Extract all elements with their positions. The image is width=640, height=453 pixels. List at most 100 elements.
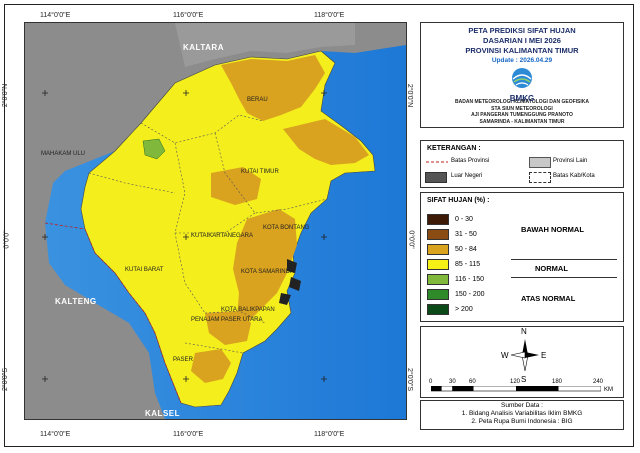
other-province-swatch [529, 157, 551, 168]
scale-tick-120: 120 [510, 379, 521, 385]
zone-penajam-below-normal [205, 311, 251, 345]
class-swatch-2 [427, 228, 449, 240]
class-swatch-7 [427, 303, 449, 315]
scale-unit: KM [604, 387, 613, 393]
lat-label-right-1: 2°0'0"N [406, 83, 414, 108]
legend-provinsi-lain: Provinsi Lain [553, 158, 588, 164]
scale-tick-60: 60 [469, 379, 476, 385]
category-divider-2 [511, 277, 617, 278]
class-label-2: 31 - 50 [455, 230, 477, 238]
lat-label-right-2: 0°0'0" [407, 230, 415, 249]
scale-tick-240: 240 [593, 379, 604, 385]
scale-tick-180: 180 [552, 379, 563, 385]
delta-islands [279, 259, 301, 305]
district-boundaries [88, 114, 328, 354]
south-label: S [521, 375, 527, 384]
source-line-1: 1. Bidang Analisis Variabilitas Iklim BM… [461, 410, 583, 417]
province-boundary-symbol [426, 161, 448, 163]
sifat-hujan-panel: SIFAT HUJAN (%) : 0 - 30 31 - 50 50 - 84… [420, 192, 624, 322]
district-boundary-swatch [529, 172, 551, 183]
category-divider-1 [511, 259, 617, 260]
class-row-2: 31 - 50 [427, 228, 477, 240]
bmkg-logo: BMKG [505, 67, 539, 103]
source-panel: Sumber Data : 1. Bidang Analisis Variabi… [420, 400, 624, 430]
scale-bar [431, 386, 601, 392]
class-swatch-4 [427, 258, 449, 270]
lon-label-top-2: 116°0'0"E [173, 12, 204, 19]
class-label-3: 50 - 84 [455, 245, 477, 253]
title-line-1: PETA PREDIKSI SIFAT HUJAN [468, 26, 576, 35]
source-title: Sumber Data : [501, 402, 543, 409]
agency-line-4: SAMARINDA - KALIMANTAN TIMUR [479, 118, 565, 125]
title-line-2: DASARIAN I MEI 2026 [483, 36, 561, 45]
title-line-3: PROVINSI KALIMANTAN TIMUR [465, 46, 579, 55]
zone-mahakam-above-normal [142, 138, 166, 160]
category-atas-normal: ATAS NORMAL [521, 294, 576, 303]
west-label: W [501, 351, 509, 360]
map-canvas [25, 23, 406, 419]
class-row-4: 85 - 115 [427, 258, 480, 270]
foreign-country-swatch [425, 172, 447, 183]
kaltara-area [175, 23, 355, 67]
north-scale-panel: N S W E 0 30 60 120 180 240 KM [420, 326, 624, 398]
keterangan-title: KETERANGAN : [427, 145, 481, 152]
class-label-7: > 200 [455, 305, 473, 313]
category-normal: NORMAL [535, 264, 568, 273]
graticule [42, 90, 327, 382]
zone-kutai-timur-below-normal [283, 119, 369, 165]
class-swatch-6 [427, 288, 449, 300]
east-label: E [541, 351, 547, 360]
lon-label-top-3: 118°0'0"E [314, 12, 345, 19]
agency-line-3: AJI PANGERAN TUMENGGUNG PRANOTO [471, 112, 573, 118]
label-kutai-barat: KUTAI BARAT [125, 267, 164, 273]
zone-berau-below-normal [221, 55, 325, 121]
class-swatch-3 [427, 243, 449, 255]
north-label: N [521, 327, 527, 336]
sifat-hujan-title: SIFAT HUJAN (%) : [427, 197, 490, 204]
label-kutai-kartanegara: KUTAIKARTANEGARA [191, 233, 254, 239]
lat-label-right-3: 2°0'0"S [405, 368, 413, 391]
keterangan-panel: KETERANGAN : Batas Provinsi Provinsi Lai… [420, 140, 624, 188]
source-line-2: 2. Peta Rupa Bumi Indonesia : BIG [471, 418, 573, 425]
lat-label-left-3: 2°0'0"S [1, 368, 9, 391]
class-row-3: 50 - 84 [427, 243, 477, 255]
lon-label-bottom-1: 114°0'0"E [40, 431, 71, 438]
zone-kutai-kartanegara-below-normal [233, 209, 297, 323]
label-berau: BERAU [247, 97, 268, 103]
north-arrow-icon [510, 339, 539, 372]
lon-label-bottom-3: 118°0'0"E [314, 431, 345, 438]
label-kota-samarinda: KOTA SAMARINDA [241, 269, 294, 275]
label-kalsel: KALSEL [145, 409, 180, 418]
label-mahakam-ulu: MAHAKAM ULU [41, 151, 86, 157]
class-row-6: 150 - 200 [427, 288, 485, 300]
legend-luar-negeri: Luar Negeri [451, 173, 483, 179]
label-kutai-timur: KUTAI TIMUR [241, 169, 279, 175]
label-kalteng: KALTENG [55, 297, 97, 306]
class-row-7: > 200 [427, 303, 473, 315]
logo-text: BMKG [509, 94, 535, 103]
class-label-1: 0 - 30 [455, 215, 473, 223]
label-kota-bontang: KOTA BONTANG [263, 225, 310, 231]
category-bawah-normal: BAWAH NORMAL [521, 225, 584, 234]
map-panel[interactable]: KALTARA KALTENG KALSEL BERAU KUTAI TIMUR… [24, 22, 407, 420]
map-frame [4, 4, 634, 447]
zone-paser-below-normal [191, 349, 231, 383]
class-label-6: 150 - 200 [455, 290, 485, 298]
class-swatch-1 [427, 213, 449, 225]
label-kota-balikpapan: KOTA BALIKPAPAN [221, 307, 275, 313]
label-paser: PASER [173, 357, 193, 363]
agency-line-1: BADAN METEOROLOGI KLIMATOLOGI DAN GEOFIS… [455, 99, 589, 105]
update-date: Update : 2026.04.29 [491, 57, 553, 64]
title-panel: PETA PREDIKSI SIFAT HUJAN DASARIAN I MEI… [420, 22, 624, 128]
lon-label-top-1: 114°0'0"E [40, 12, 71, 19]
class-label-4: 85 - 115 [455, 260, 481, 268]
class-label-5: 116 - 150 [455, 275, 485, 283]
agency-name: BADAN METEOROLOGI KLIMATOLOGI DAN GEOFIS… [421, 99, 623, 125]
scale-tick-0: 0 [429, 379, 433, 385]
legend-batas-provinsi: Batas Provinsi [451, 158, 490, 164]
province-boundary-line [44, 222, 182, 404]
label-penajam-paser-utara: PENAJAM PASER UTARA [191, 317, 263, 323]
legend-batas-kab-kota: Batas Kab/Kota [553, 173, 595, 179]
lon-label-bottom-2: 116°0'0"E [173, 431, 204, 438]
scale-tick-30: 30 [449, 379, 456, 385]
